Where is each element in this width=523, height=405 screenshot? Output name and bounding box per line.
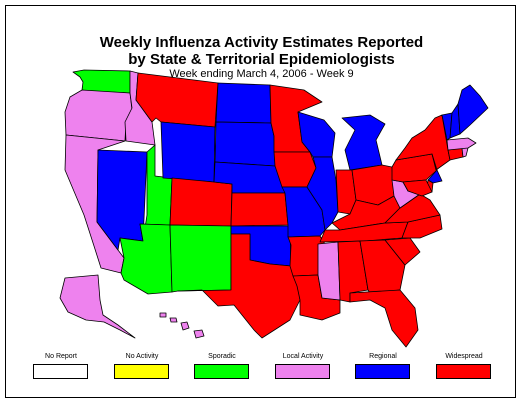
state-or <box>64 89 133 142</box>
state-ma <box>446 137 477 151</box>
legend-label-no-report: No Report <box>45 353 77 360</box>
state-tx <box>177 233 301 339</box>
state-nd <box>215 82 272 124</box>
state-il <box>306 156 339 231</box>
state-sc <box>384 237 421 266</box>
legend-label-widespread: Widespread <box>445 353 483 360</box>
state-ak <box>59 274 136 339</box>
state-mi <box>341 114 386 171</box>
state-ri <box>461 147 469 158</box>
legend-label-no-activity: No Activity <box>125 353 159 360</box>
state-ks <box>230 192 289 227</box>
map-frame <box>5 5 516 398</box>
legend-label-local-activity: Local Activity <box>282 353 324 360</box>
state-me <box>457 84 489 135</box>
state-co <box>169 177 233 227</box>
state-wy <box>160 121 216 183</box>
map-title-line-1: Weekly Influenza Activity Estimates Repo… <box>99 34 424 51</box>
state-az <box>119 223 173 295</box>
state-wa <box>72 69 131 94</box>
legend-swatch-sporadic <box>194 364 249 379</box>
state-ms <box>317 241 341 301</box>
legend-swatch-local-activity <box>275 364 330 379</box>
state-sd <box>214 121 276 167</box>
state-nm <box>169 224 232 293</box>
legend-swatch-widespread <box>436 364 491 379</box>
state-fl <box>349 289 419 348</box>
legend-swatch-no-activity <box>114 364 169 379</box>
state-oh <box>351 164 395 206</box>
legend-label-sporadic: Sporadic <box>208 353 236 360</box>
state-md <box>402 179 433 197</box>
map-subtitle: Week ending March 4, 2006 - Week 9 <box>169 68 354 80</box>
legend-swatch-no-report <box>33 364 88 379</box>
legend-label-regional: Regional <box>369 353 397 360</box>
legend-swatch-regional <box>355 364 410 379</box>
map-title-line-2: by State & Territorial Epidemiologists <box>128 51 395 68</box>
state-hi <box>159 312 205 339</box>
